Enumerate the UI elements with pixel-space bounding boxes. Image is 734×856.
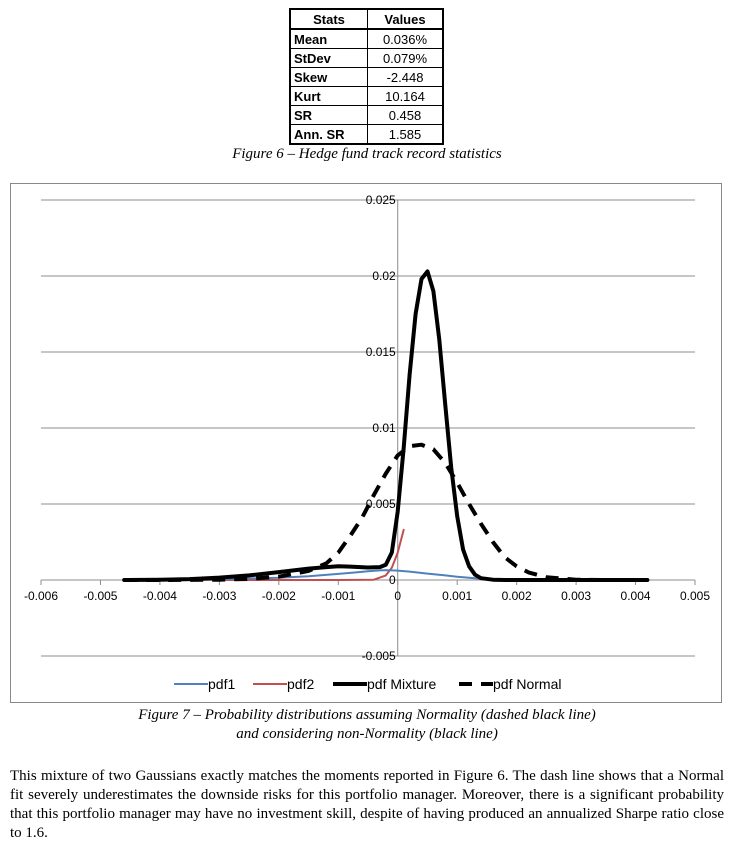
figure-7-caption-line-2: and considering non-Normality (black lin… — [236, 726, 498, 742]
y-tick-label: 0 — [389, 573, 396, 587]
grid-lines — [41, 199, 695, 657]
tick-labels: -0.005 0 0.005 0.01 0.015 0.02 0.025 -0.006 -0.0… — [24, 193, 710, 663]
body-paragraph: This mixture of two Gaussians exactly ma… — [10, 768, 724, 841]
series-line-pdf-mixture — [122, 269, 650, 582]
figure-7-caption-line-1: Figure 7 – Probability distributions ass… — [138, 707, 596, 723]
x-tick-label: 0.001 — [442, 589, 472, 603]
table-row: Ann. SR 1.585 — [289, 124, 444, 145]
x-tick-label: 0.002 — [502, 589, 532, 603]
x-tick-label: -0.001 — [321, 589, 355, 603]
figure-7-caption: Figure 7 – Probability distributions ass… — [0, 706, 734, 744]
x-tick-label: 0.005 — [680, 589, 710, 603]
y-tick-label: -0.005 — [362, 649, 396, 663]
y-tick-label: 0.005 — [366, 497, 396, 511]
table-row: Kurt 10.164 — [289, 86, 444, 106]
x-tick-label: 0 — [394, 589, 401, 603]
stats-table: Stats Values Mean 0.036% StDev 0.079% Sk… — [289, 8, 444, 145]
stat-name: Skew — [289, 67, 368, 87]
stat-name: Mean — [289, 28, 368, 49]
y-tick-label: 0.015 — [366, 345, 396, 359]
y-tick-label: 0.01 — [372, 421, 396, 435]
table-row: Skew -2.448 — [289, 67, 444, 87]
stat-value: 0.036% — [367, 28, 444, 49]
stat-value: 1.585 — [367, 124, 444, 145]
table-row: Mean 0.036% — [289, 28, 444, 49]
legend-label: pdf Mixture — [367, 676, 436, 692]
stat-value: 0.458 — [367, 105, 444, 125]
legend-label: pdf2 — [287, 676, 314, 692]
table-row: SR 0.458 — [289, 105, 444, 125]
x-tick-label: -0.005 — [83, 589, 117, 603]
table-row: StDev 0.079% — [289, 48, 444, 68]
distribution-chart: -0.005 0 0.005 0.01 0.015 0.02 0.025 -0.006 -0.0… — [24, 193, 710, 692]
x-tick-label: 0.003 — [561, 589, 591, 603]
stat-name: Ann. SR — [289, 124, 368, 145]
y-tick-label: 0.025 — [366, 193, 396, 207]
stats-table-header: Stats Values — [289, 8, 444, 30]
stat-value: 0.079% — [367, 48, 444, 68]
x-tick-label: -0.002 — [262, 589, 296, 603]
stats-header-value: Values — [367, 8, 444, 30]
legend-label: pdf1 — [208, 676, 235, 692]
legend: pdf1 pdf2 pdf Mixture pdf Normal — [174, 676, 561, 692]
y-tick-label: 0.02 — [372, 269, 396, 283]
series-lines — [122, 269, 650, 582]
legend-label: pdf Normal — [493, 676, 561, 692]
x-tick-label: -0.003 — [202, 589, 236, 603]
stat-value: 10.164 — [367, 86, 444, 106]
x-tick-label: -0.006 — [24, 589, 58, 603]
stat-name: Kurt — [289, 86, 368, 106]
figure-6-caption: Figure 6 – Hedge fund track record stati… — [232, 146, 502, 162]
stat-value: -2.448 — [367, 67, 444, 87]
stats-header-stat: Stats — [289, 8, 368, 30]
chart-container: -0.005 0 0.005 0.01 0.015 0.02 0.025 -0.006 -0.0… — [10, 183, 722, 703]
x-tick-label: -0.004 — [143, 589, 177, 603]
stat-name: StDev — [289, 48, 368, 68]
series-line-pdf-normal — [124, 442, 648, 582]
stat-name: SR — [289, 105, 368, 125]
x-tick-label: 0.004 — [621, 589, 651, 603]
